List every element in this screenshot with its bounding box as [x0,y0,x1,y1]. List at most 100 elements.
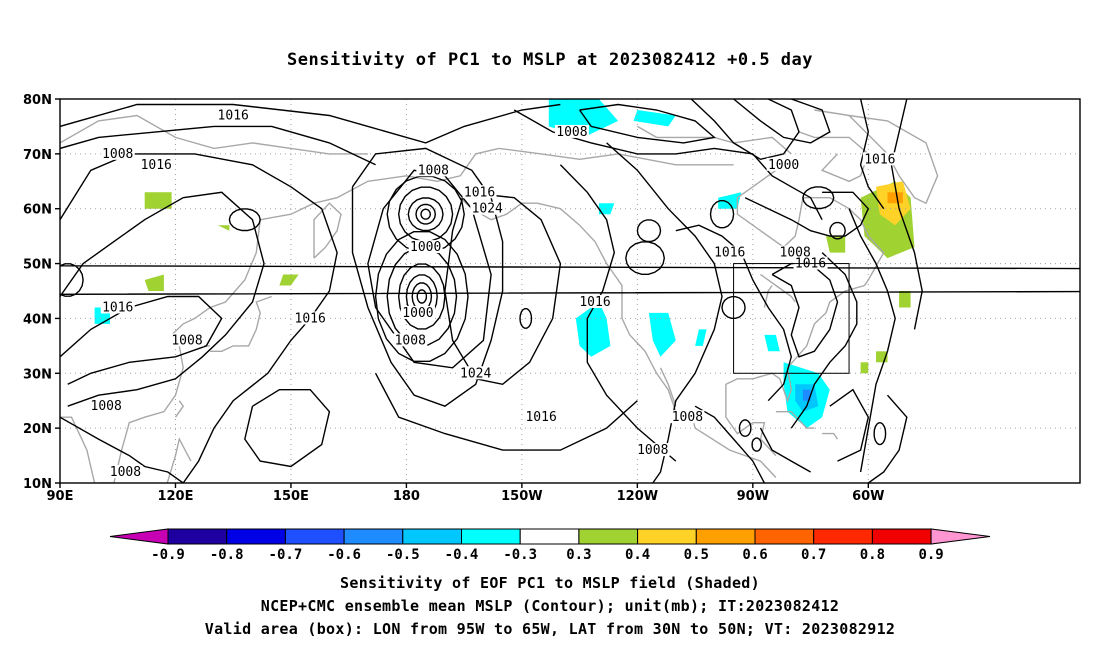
isobar [351,147,504,407]
lon-tick-label: 150W [501,489,542,504]
shaded-region [217,225,230,231]
contour-label-bg [216,108,251,122]
isobar [721,296,746,319]
lat-tick-label: 70N [23,148,52,163]
isobar [60,153,338,483]
colorbar-swatch [284,528,345,545]
lat-tick-label: 30N [23,367,52,382]
contour-label-bg [862,152,897,166]
contour-label-bg [400,305,435,319]
isobar [415,203,437,225]
shaded-region [648,312,676,357]
shaded-region [802,389,811,401]
colorbar-swatch [578,528,639,545]
coastline-segment [98,147,734,483]
shaded-region [144,274,164,291]
sensitivity-shading [94,99,915,429]
shaded-region [764,334,780,352]
valid-area-box [733,263,850,374]
contour-label: 1016 [295,311,326,326]
isobar [694,405,766,483]
isobar [513,109,823,221]
lat-tick-label: 40N [23,312,52,327]
contour-label-bg [462,185,497,199]
coastline-segment [760,273,796,303]
shaded-region [826,236,846,253]
isobar [60,295,223,385]
isobar [244,389,331,468]
isobar [386,247,458,346]
contour-label-bg [554,124,589,138]
lon-tick-label: 90E [47,489,74,504]
isobar [873,422,887,446]
colorbar-swatch [226,528,286,545]
coastline-segment [174,400,185,418]
colorbar-label: -0.4 [445,547,479,563]
colorbar-label: 0.4 [625,547,650,563]
colorbar-label: -0.3 [503,547,537,563]
contour-label-bg [89,399,124,413]
contour-label-bg [712,245,747,259]
shaded-region [633,110,676,127]
contour-label: 1008 [171,333,202,348]
isobar [751,437,763,452]
colorbar-label: -0.7 [269,547,303,563]
contour-label: 1000 [402,306,433,321]
colorbar-swatch [343,528,404,545]
contour-label: 1024 [460,366,491,381]
coastlines [60,109,939,483]
isobar [60,263,1080,297]
shaded-region [575,302,611,357]
colorbar-swatch [402,528,462,545]
isobar [228,208,261,232]
contour-label: 1008 [672,410,703,425]
contour-label: 1016 [714,246,745,261]
coastline-segment [210,295,272,352]
colorbar-low-arrow [109,528,169,545]
colorbar-label: -0.6 [327,547,361,563]
lat-tick-label: 50N [23,258,52,273]
contour-label-bg [524,410,559,424]
coastline-segment [60,114,368,155]
contour-label-bg [108,465,143,479]
coastline-segment [822,432,839,440]
isobar [802,186,835,210]
plot-area [60,99,1080,483]
lon-tick-label: 90W [737,489,769,504]
isobar [386,175,465,253]
colorbar-swatch [813,528,873,545]
isobar [60,416,184,483]
colorbar-high-arrow [930,528,991,545]
contour-label: 1008 [91,399,122,414]
contour-label: 1016 [864,152,895,167]
colorbar-label: 0.6 [742,547,767,563]
contour-label-bg [408,240,443,254]
lon-tick-label: 60W [852,489,884,504]
isobar [744,191,870,237]
contour-label-bg [470,201,505,215]
contour-label-bg [170,333,205,347]
contour-label-bg [393,333,428,347]
contour-label: 1008 [637,443,668,458]
isobar [416,289,428,304]
isobar [675,224,793,402]
caption-line-3: Valid area (box): LON from 95W to 65W, L… [204,620,896,638]
isobar [579,103,716,144]
isobar [397,263,446,330]
contour-labels: 1016 1008 1016 1016 1016 1008 1008 1008 1008 1000… [89,108,897,480]
isobar [890,99,923,330]
contour-label: 1000 [768,158,799,173]
isobar [690,99,800,161]
contour-label-bg [578,294,613,308]
shaded-region [876,181,911,226]
contour-label-bg [670,410,705,424]
contour-label-bg [293,311,328,325]
isobar [829,388,870,462]
isobar [519,308,533,329]
colorbar-label: 0.3 [566,547,591,563]
contour-label-bg [793,256,828,270]
colorbar-label: 0.9 [918,547,943,563]
colorbar-swatch [167,528,228,545]
